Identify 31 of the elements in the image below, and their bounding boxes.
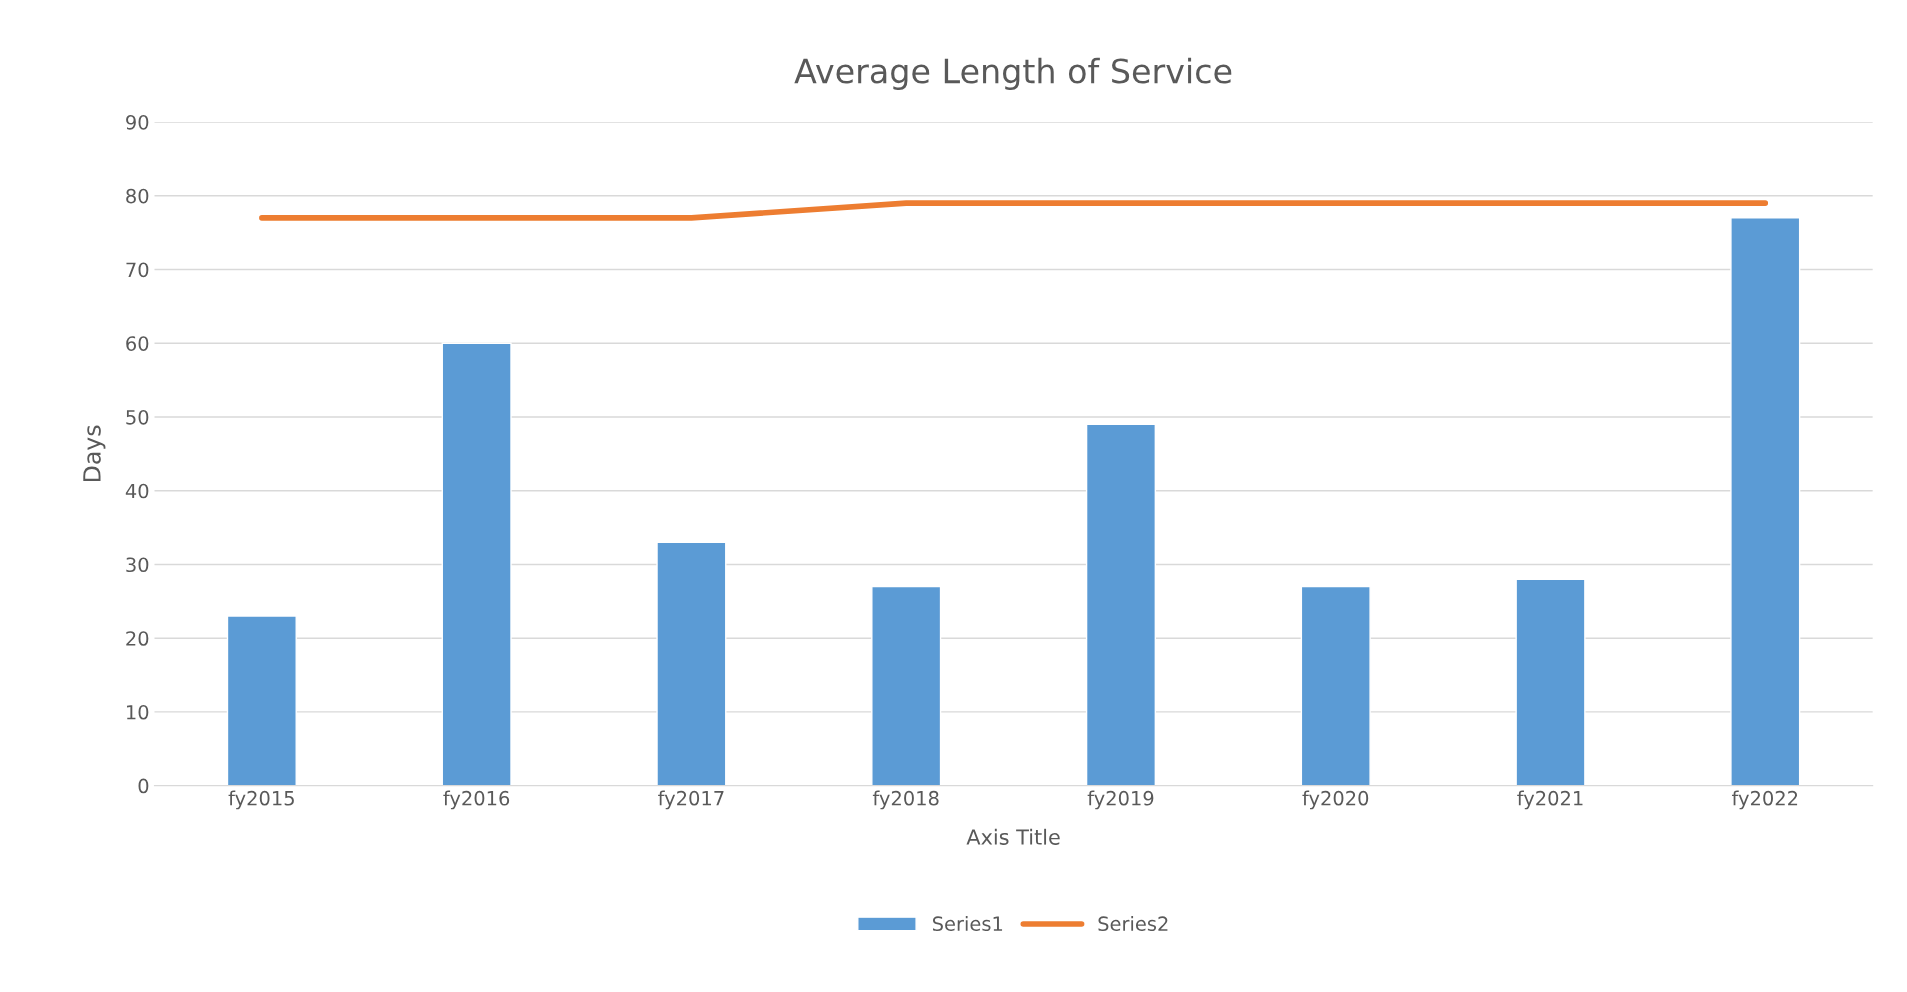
y-tick-label: 90	[126, 114, 149, 130]
bar	[1515, 578, 1586, 786]
y-tick-label: 0	[138, 778, 149, 794]
bar	[1085, 423, 1157, 786]
x-tick-label: fy2020	[1302, 790, 1369, 810]
x-axis-title: Axis Title	[966, 828, 1060, 845]
bar	[1730, 217, 1801, 786]
legend-label: Series1	[932, 915, 1003, 932]
y-tick-label: 60	[126, 336, 149, 351]
y-tick-label: 20	[126, 631, 149, 646]
x-tick-label: fy2016	[443, 790, 510, 810]
y-tick-label: 80	[126, 188, 149, 204]
y-tick-label: 10	[127, 704, 149, 720]
y-tick-label: 40	[125, 483, 149, 499]
x-tick-label: fy2015	[228, 790, 294, 810]
y-tick-label: 50	[126, 409, 149, 425]
x-tick-label: fy2021	[1517, 790, 1583, 810]
bar	[1300, 585, 1371, 786]
chart-title: Average Length of Service	[794, 57, 1232, 91]
bar	[441, 342, 512, 786]
x-tick-label: fy2022	[1731, 790, 1798, 810]
bar	[871, 585, 942, 786]
x-tick-label: fy2018	[872, 790, 939, 810]
x-tick-label: fy2017	[658, 790, 724, 810]
x-tick-label: fy2019	[1087, 790, 1154, 810]
legend-label: Series2	[1098, 915, 1168, 932]
y-axis-title: Days	[83, 425, 106, 481]
bar	[226, 615, 297, 786]
bar	[656, 541, 727, 786]
y-tick-label: 30	[126, 557, 149, 573]
y-tick-label: 70	[126, 262, 149, 278]
